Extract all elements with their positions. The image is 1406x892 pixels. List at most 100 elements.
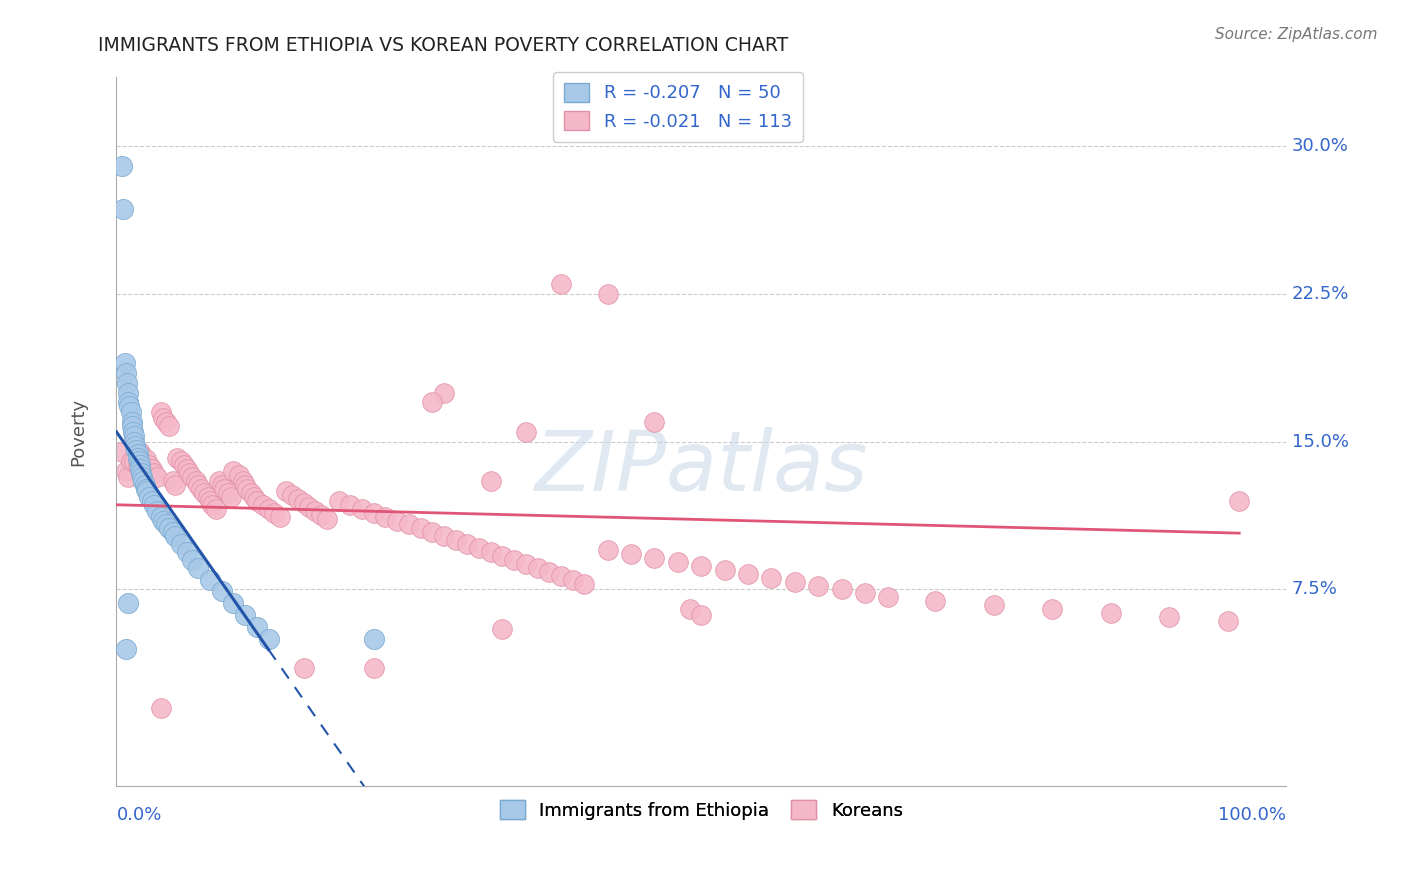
Point: [205, 501, 228, 516]
Point: [596, 287, 619, 301]
Point: [142, 467, 165, 481]
Point: [155, 415, 177, 429]
Point: [128, 458, 150, 473]
Point: [339, 498, 361, 512]
Point: [281, 488, 304, 502]
Point: [526, 561, 548, 575]
Point: [643, 415, 665, 429]
Point: [120, 454, 142, 468]
Point: [503, 553, 526, 567]
Point: [134, 478, 156, 492]
Point: [316, 511, 339, 525]
Point: [141, 493, 163, 508]
Point: [269, 509, 291, 524]
Point: [236, 482, 259, 496]
Point: [111, 159, 134, 173]
Text: 100.0%: 100.0%: [1218, 806, 1286, 824]
Point: [233, 478, 256, 492]
Text: 0.0%: 0.0%: [117, 806, 162, 824]
Point: [170, 537, 193, 551]
Point: [363, 632, 385, 646]
Point: [561, 573, 583, 587]
Point: [232, 474, 254, 488]
Point: [197, 490, 219, 504]
Point: [222, 596, 245, 610]
Point: [1157, 610, 1180, 624]
Point: [121, 419, 143, 434]
Point: [163, 478, 186, 492]
Point: [149, 700, 172, 714]
Point: [142, 498, 165, 512]
Point: [128, 444, 150, 458]
Point: [138, 490, 160, 504]
Point: [292, 496, 315, 510]
Point: [228, 468, 250, 483]
Point: [193, 486, 215, 500]
Point: [550, 277, 572, 292]
Point: [550, 568, 572, 582]
Point: [257, 501, 280, 516]
Text: 22.5%: 22.5%: [1292, 285, 1350, 303]
Point: [252, 498, 274, 512]
Point: [132, 474, 155, 488]
Point: [690, 608, 713, 623]
Text: 15.0%: 15.0%: [1292, 433, 1348, 450]
Point: [737, 566, 759, 581]
Point: [146, 470, 169, 484]
Point: [374, 509, 396, 524]
Point: [155, 517, 177, 532]
Point: [352, 501, 374, 516]
Text: Source: ZipAtlas.com: Source: ZipAtlas.com: [1215, 27, 1378, 42]
Point: [114, 356, 136, 370]
Point: [115, 641, 138, 656]
Point: [409, 521, 432, 535]
Point: [162, 525, 184, 540]
Point: [246, 620, 269, 634]
Point: [263, 506, 285, 520]
Point: [111, 444, 134, 458]
Point: [131, 449, 153, 463]
Point: [120, 405, 142, 419]
Point: [190, 482, 212, 496]
Point: [122, 429, 145, 443]
Point: [149, 405, 172, 419]
Point: [287, 491, 309, 506]
Point: [135, 452, 157, 467]
Point: [274, 483, 297, 498]
Point: [491, 549, 513, 563]
Point: [538, 565, 561, 579]
Point: [678, 602, 700, 616]
Point: [385, 514, 408, 528]
Point: [149, 509, 172, 524]
Point: [620, 547, 643, 561]
Point: [152, 514, 174, 528]
Point: [783, 574, 806, 589]
Point: [211, 478, 233, 492]
Point: [713, 563, 735, 577]
Point: [246, 493, 269, 508]
Point: [122, 434, 145, 449]
Point: [1099, 606, 1122, 620]
Point: [115, 376, 138, 390]
Point: [292, 661, 315, 675]
Point: [187, 561, 209, 575]
Point: [173, 458, 195, 473]
Text: 7.5%: 7.5%: [1292, 581, 1337, 599]
Point: [363, 506, 385, 520]
Point: [398, 517, 420, 532]
Point: [479, 474, 502, 488]
Text: IMMIGRANTS FROM ETHIOPIA VS KOREAN POVERTY CORRELATION CHART: IMMIGRANTS FROM ETHIOPIA VS KOREAN POVER…: [98, 36, 789, 54]
Point: [157, 521, 180, 535]
Point: [666, 555, 689, 569]
Point: [162, 474, 184, 488]
Point: [304, 504, 326, 518]
Point: [515, 557, 537, 571]
Point: [643, 551, 665, 566]
Point: [198, 573, 221, 587]
Point: [121, 415, 143, 429]
Point: [456, 537, 478, 551]
Point: [117, 385, 139, 400]
Point: [574, 576, 596, 591]
Point: [177, 467, 200, 481]
Point: [309, 508, 332, 522]
